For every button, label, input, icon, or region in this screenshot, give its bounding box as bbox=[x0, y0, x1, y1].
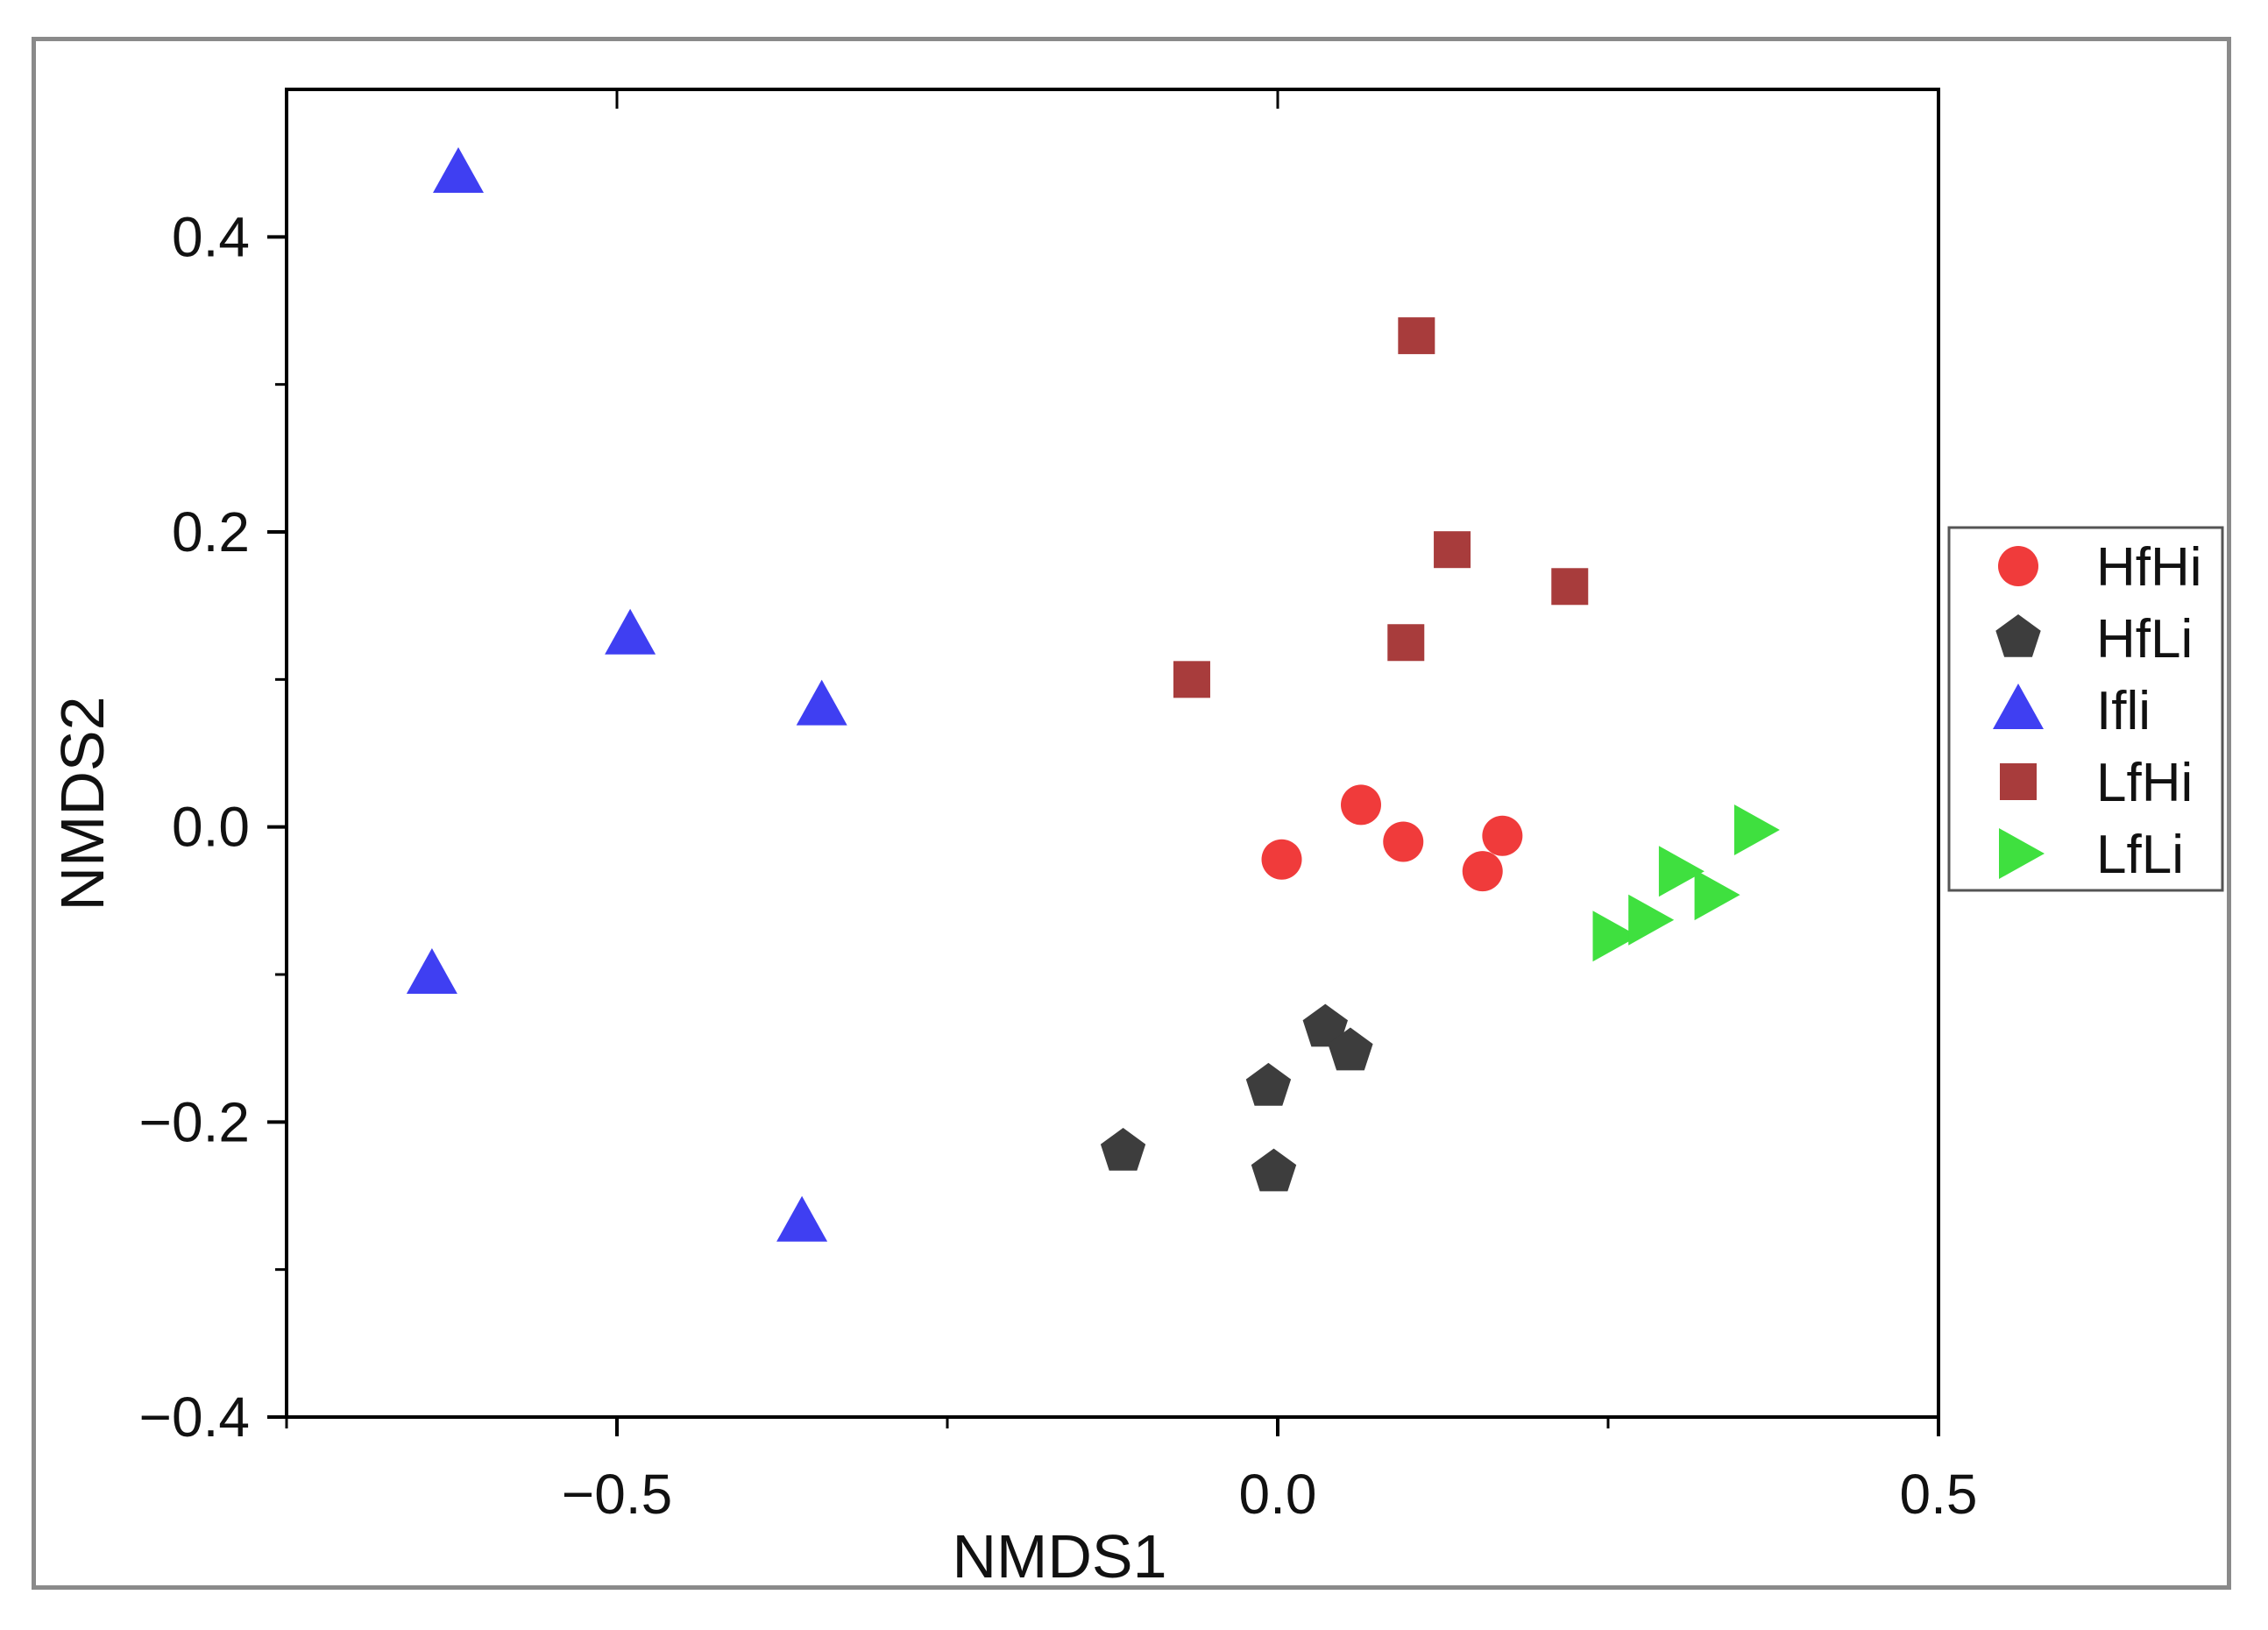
point-hfli bbox=[1245, 1062, 1292, 1106]
legend-item-ifli: Ifli bbox=[1993, 681, 2151, 741]
legend-label: LfLi bbox=[2096, 825, 2184, 885]
x-tick-label: 0.5 bbox=[1900, 1463, 1978, 1526]
point-hfli bbox=[1100, 1128, 1146, 1171]
point-lfhi bbox=[1551, 568, 1589, 606]
data-points bbox=[406, 147, 1780, 1242]
x-axis-label: NMDS1 bbox=[952, 1522, 1166, 1591]
legend-item-hfhi: HfHi bbox=[1998, 537, 2202, 598]
point-lfhi bbox=[1434, 531, 1471, 569]
legend-label: HfLi bbox=[2096, 609, 2193, 670]
point-lfli bbox=[1592, 911, 1639, 962]
series-lfhi bbox=[1173, 317, 1589, 698]
point-ifli bbox=[433, 147, 484, 193]
point-lfli bbox=[1694, 869, 1740, 921]
y-axis-label: NMDS2 bbox=[48, 696, 117, 911]
x-tick-label: −0.5 bbox=[562, 1463, 672, 1526]
point-hfhi bbox=[1482, 815, 1523, 856]
x-axis-ticks: −0.5 0.0 0.5 bbox=[285, 89, 1978, 1526]
series-ifli bbox=[406, 147, 847, 1242]
legend-marker-hfli bbox=[1995, 614, 2041, 657]
legend-item-lfli: LfLi bbox=[1999, 825, 2184, 885]
legend-marker-lfhi bbox=[2000, 763, 2037, 800]
point-hfli bbox=[1302, 1003, 1348, 1047]
legend-box bbox=[1947, 526, 2224, 892]
legend-marker-hfhi bbox=[1998, 546, 2038, 586]
point-hfhi bbox=[1383, 821, 1424, 862]
point-ifli bbox=[406, 948, 457, 994]
series-hfhi bbox=[1261, 784, 1523, 892]
y-tick-label: 0.4 bbox=[172, 205, 250, 268]
point-hfli bbox=[1328, 1027, 1373, 1071]
point-ifli bbox=[605, 608, 656, 655]
legend-label: HfHi bbox=[2096, 537, 2202, 598]
legend-item-hfli: HfLi bbox=[1995, 609, 2193, 670]
x-tick-label: 0.0 bbox=[1239, 1463, 1317, 1526]
y-tick-label: 0.0 bbox=[172, 796, 250, 859]
point-hfhi bbox=[1261, 839, 1302, 880]
point-lfhi bbox=[1387, 624, 1425, 662]
series-hfli bbox=[1100, 1003, 1373, 1192]
point-lfli bbox=[1658, 846, 1705, 897]
y-tick-label: 0.2 bbox=[172, 500, 250, 563]
y-tick-label: −0.4 bbox=[139, 1386, 250, 1449]
legend-marker-ifli bbox=[1993, 684, 2044, 729]
point-hfli bbox=[1251, 1148, 1297, 1192]
legend: HfHi HfLi Ifli LfHi LfLi bbox=[1947, 526, 2224, 892]
point-hfhi bbox=[1462, 851, 1503, 892]
point-lfhi bbox=[1398, 317, 1435, 355]
point-lfli bbox=[1628, 894, 1675, 946]
legend-marker-lfli bbox=[1999, 828, 2045, 879]
point-ifli bbox=[776, 1195, 828, 1242]
point-hfhi bbox=[1341, 784, 1382, 826]
legend-label: Ifli bbox=[2096, 681, 2151, 741]
series-lfli bbox=[1592, 804, 1780, 962]
point-lfhi bbox=[1173, 661, 1210, 698]
point-ifli bbox=[796, 679, 847, 726]
legend-label: LfHi bbox=[2096, 753, 2193, 813]
y-axis-ticks: −0.4 −0.2 0.0 0.2 0.4 bbox=[139, 205, 287, 1449]
plot-area bbox=[285, 88, 1940, 1419]
legend-item-lfhi: LfHi bbox=[2000, 753, 2193, 813]
y-tick-label: −0.2 bbox=[139, 1090, 250, 1153]
point-lfli bbox=[1733, 804, 1780, 855]
